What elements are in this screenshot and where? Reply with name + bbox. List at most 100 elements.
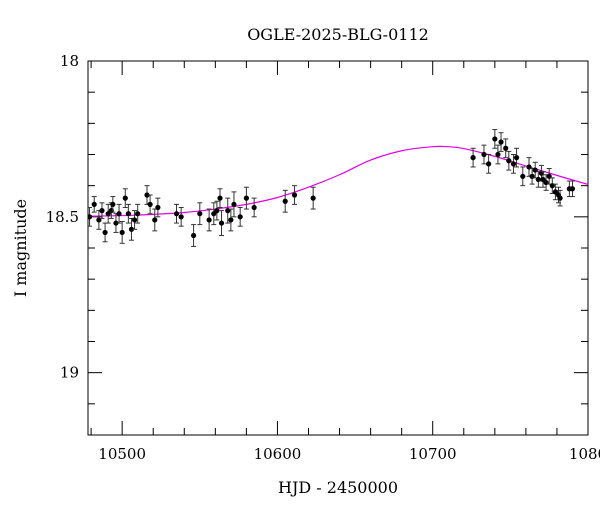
data-point bbox=[526, 157, 532, 177]
x-axis-label: HJD - 2450000 bbox=[278, 478, 398, 497]
data-marker bbox=[503, 145, 509, 151]
data-marker bbox=[147, 201, 153, 207]
data-marker bbox=[178, 214, 184, 220]
data-point bbox=[495, 144, 501, 165]
data-point bbox=[147, 194, 153, 215]
data-marker bbox=[155, 204, 161, 211]
data-marker bbox=[498, 139, 504, 145]
data-point bbox=[214, 200, 220, 221]
data-marker bbox=[506, 158, 512, 164]
data-marker bbox=[470, 155, 476, 161]
data-marker bbox=[102, 229, 108, 236]
data-point bbox=[211, 202, 217, 226]
data-point bbox=[119, 221, 125, 244]
data-point bbox=[470, 147, 476, 168]
data-point bbox=[231, 191, 237, 218]
data-point bbox=[510, 154, 517, 174]
data-point bbox=[513, 147, 520, 168]
data-marker bbox=[214, 208, 220, 214]
data-marker bbox=[243, 195, 249, 201]
data-point bbox=[492, 129, 498, 149]
data-point bbox=[506, 150, 512, 171]
data-point bbox=[190, 224, 197, 247]
data-marker bbox=[128, 226, 135, 232]
data-point bbox=[251, 197, 257, 218]
data-marker bbox=[116, 211, 122, 217]
data-point bbox=[486, 154, 492, 174]
data-point bbox=[102, 222, 108, 243]
data-marker bbox=[88, 214, 93, 220]
data-point bbox=[310, 186, 316, 210]
data-point bbox=[557, 189, 563, 207]
model-curve-layer bbox=[88, 145, 588, 217]
data-point bbox=[546, 168, 552, 185]
data-marker bbox=[291, 192, 298, 198]
data-point bbox=[99, 202, 105, 219]
data-marker bbox=[513, 155, 520, 161]
x-tick-label: 1080 bbox=[569, 445, 600, 463]
data-marker bbox=[110, 201, 116, 207]
chart-title: OGLE-2025-BLG-0112 bbox=[247, 25, 429, 44]
data-point bbox=[481, 144, 487, 165]
data-point bbox=[237, 206, 243, 227]
data-point bbox=[152, 208, 158, 232]
x-tick-label: 10600 bbox=[254, 445, 302, 463]
data-point bbox=[110, 196, 116, 213]
data-marker bbox=[144, 192, 150, 198]
data-marker bbox=[520, 173, 526, 179]
data-point bbox=[282, 189, 288, 213]
data-marker bbox=[492, 136, 498, 142]
data-marker bbox=[197, 211, 203, 217]
data-marker bbox=[251, 204, 257, 211]
y-tick-label: 18 bbox=[60, 52, 79, 70]
data-marker bbox=[122, 195, 128, 201]
data-marker bbox=[569, 186, 576, 192]
data-marker bbox=[481, 151, 487, 158]
data-point bbox=[569, 180, 576, 198]
y-tick-label: 19 bbox=[60, 364, 79, 382]
data-marker bbox=[218, 220, 225, 226]
data-point bbox=[520, 166, 526, 187]
model-curve bbox=[88, 145, 588, 217]
data-point bbox=[122, 188, 128, 208]
data-marker bbox=[557, 195, 563, 201]
data-point bbox=[178, 206, 184, 227]
data-marker bbox=[113, 220, 119, 226]
data-point bbox=[128, 217, 135, 241]
data-point bbox=[540, 171, 546, 188]
data-marker bbox=[206, 217, 212, 223]
data-marker bbox=[125, 211, 131, 217]
data-marker bbox=[119, 229, 125, 236]
data-point bbox=[173, 203, 180, 224]
data-point bbox=[228, 208, 234, 232]
data-point bbox=[91, 196, 97, 213]
data-point bbox=[498, 132, 504, 152]
data-point bbox=[144, 185, 150, 205]
y-tick-label: 18.5 bbox=[46, 208, 79, 226]
data-marker bbox=[91, 201, 97, 207]
data-point bbox=[125, 203, 131, 224]
y-axis-label: I magnitude bbox=[11, 199, 30, 297]
data-point bbox=[155, 197, 161, 218]
axis-ticks: 10500 10600 10700 1080 18 18.5 19 bbox=[46, 52, 600, 463]
data-marker bbox=[237, 214, 243, 220]
plot-frame bbox=[87, 60, 589, 436]
x-tick-label: 10500 bbox=[98, 445, 146, 463]
data-point bbox=[88, 206, 93, 227]
data-marker bbox=[231, 201, 237, 207]
data-point bbox=[105, 203, 111, 224]
data-marker bbox=[131, 217, 138, 223]
data-point bbox=[217, 188, 223, 208]
data-marker bbox=[135, 211, 141, 217]
data-point bbox=[135, 203, 141, 224]
data-marker bbox=[152, 217, 158, 223]
data-marker bbox=[486, 161, 492, 167]
data-marker bbox=[217, 195, 223, 201]
data-point bbox=[197, 202, 203, 226]
data-point bbox=[96, 210, 102, 230]
data-marker bbox=[282, 198, 288, 204]
data-marker bbox=[228, 217, 234, 223]
data-point bbox=[291, 185, 298, 205]
